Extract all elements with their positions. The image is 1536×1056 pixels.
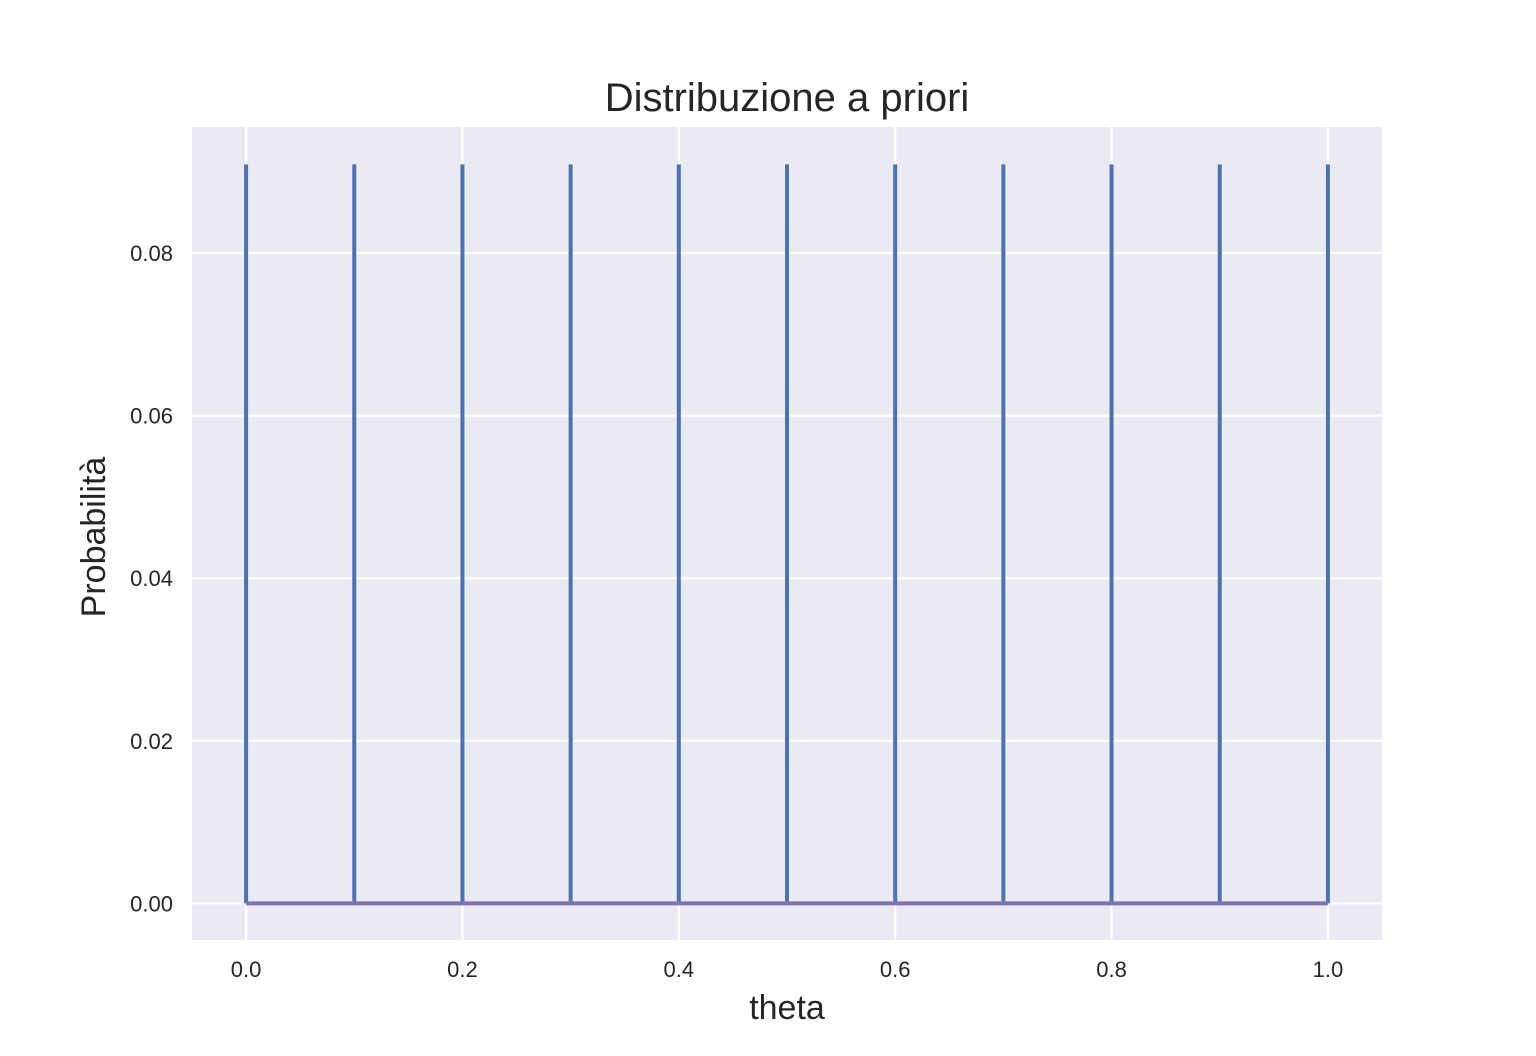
- stem-series: [244, 164, 1330, 906]
- chart-title: Distribuzione a priori: [605, 76, 970, 120]
- y-tick-label: 0.04: [130, 566, 173, 591]
- y-tick-label: 0.00: [130, 891, 173, 916]
- x-tick-label: 0.6: [880, 957, 911, 982]
- y-tick-label: 0.02: [130, 729, 173, 754]
- x-axis-label: theta: [749, 989, 825, 1027]
- x-tick-label: 0.8: [1096, 957, 1127, 982]
- x-tick-label: 0.0: [231, 957, 262, 982]
- y-tick-label: 0.08: [130, 241, 173, 266]
- x-tick-label: 0.4: [664, 957, 695, 982]
- tick-labels: 0.0 0.2 0.4 0.6 0.8 1.0 0.00 0.02 0.04 0.06 0.08: [130, 241, 1343, 982]
- y-axis-label: Probabilità: [75, 457, 113, 618]
- x-tick-label: 1.0: [1313, 957, 1344, 982]
- y-tick-label: 0.06: [130, 404, 173, 429]
- x-tick-label: 0.2: [447, 957, 478, 982]
